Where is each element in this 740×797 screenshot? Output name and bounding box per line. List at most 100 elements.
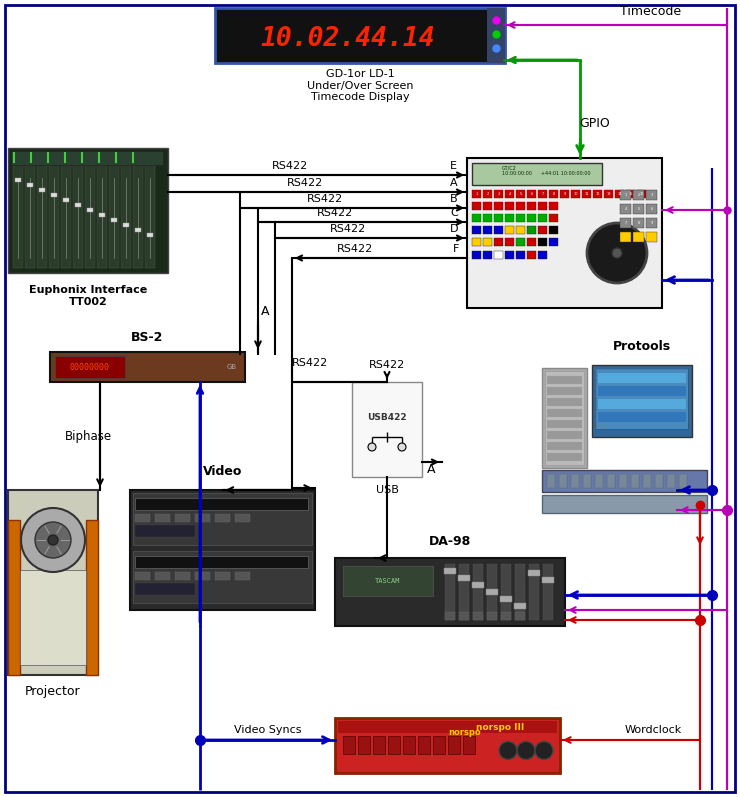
Bar [13, 153, 23, 268]
Bar [472, 163, 602, 185]
Bar [459, 564, 469, 620]
Bar [472, 214, 481, 222]
Text: 2: 2 [486, 192, 488, 196]
Circle shape [587, 223, 647, 283]
Text: 6: 6 [650, 207, 653, 211]
Bar [494, 226, 503, 234]
Bar [516, 202, 525, 210]
Text: 9: 9 [650, 221, 653, 225]
Bar [620, 232, 631, 242]
Text: BS-2: BS-2 [131, 331, 164, 344]
Text: 2: 2 [637, 193, 639, 197]
Bar [571, 190, 580, 198]
Bar [235, 514, 250, 522]
Bar [215, 514, 230, 522]
Bar [133, 551, 312, 603]
Bar [592, 365, 692, 437]
Bar [25, 153, 35, 268]
Bar [549, 202, 558, 210]
Text: 7: 7 [542, 192, 544, 196]
Bar [529, 564, 539, 620]
Bar [215, 572, 230, 580]
Text: 7: 7 [625, 221, 627, 225]
Text: 14: 14 [617, 192, 622, 196]
Bar [542, 495, 707, 513]
Bar [8, 148, 168, 273]
Circle shape [35, 522, 71, 558]
Bar [483, 226, 492, 234]
Text: 6: 6 [531, 192, 533, 196]
Bar [51, 193, 57, 197]
Text: Biphase: Biphase [65, 430, 112, 442]
Bar [8, 490, 98, 675]
Bar [667, 474, 675, 488]
Text: Wordclock: Wordclock [625, 725, 682, 735]
Bar [472, 190, 481, 198]
Text: TASCAM: TASCAM [375, 578, 401, 584]
Bar [505, 190, 514, 198]
Bar [111, 218, 117, 222]
Text: RS422: RS422 [287, 178, 323, 188]
Text: A: A [260, 305, 269, 318]
Bar [175, 514, 190, 522]
Bar [527, 214, 536, 222]
Bar [155, 572, 170, 580]
Bar [547, 376, 582, 384]
Bar [483, 214, 492, 222]
Bar [135, 525, 195, 537]
Text: 12: 12 [595, 192, 599, 196]
Bar [37, 153, 47, 268]
Text: Projector: Projector [25, 685, 81, 698]
Bar [514, 603, 526, 609]
Bar [8, 520, 20, 675]
Bar [547, 398, 582, 406]
Bar [50, 352, 245, 382]
Bar [646, 232, 657, 242]
Text: RS422: RS422 [337, 244, 373, 254]
Bar [472, 238, 481, 246]
Bar [505, 251, 514, 259]
Bar [388, 736, 400, 754]
Bar [463, 736, 475, 754]
Bar [620, 190, 631, 200]
Text: 3: 3 [497, 192, 500, 196]
Text: 00000000: 00000000 [70, 363, 110, 371]
Circle shape [48, 535, 58, 545]
Bar [596, 369, 688, 429]
Bar [472, 202, 481, 210]
Bar [598, 373, 686, 383]
Bar [63, 198, 69, 202]
Bar [487, 564, 497, 620]
Bar [516, 190, 525, 198]
Bar [549, 190, 558, 198]
Text: 8: 8 [552, 192, 554, 196]
Bar [655, 474, 663, 488]
Bar [61, 153, 71, 268]
Text: C: C [450, 208, 458, 218]
Bar [527, 190, 536, 198]
Bar [486, 589, 498, 595]
Text: 1: 1 [475, 192, 477, 196]
Bar [135, 514, 150, 522]
Bar [542, 368, 587, 468]
Bar [135, 556, 308, 568]
Text: Euphonix Interface
TT002: Euphonix Interface TT002 [29, 285, 147, 307]
Bar [598, 386, 686, 396]
Bar [595, 474, 603, 488]
Bar [543, 564, 553, 620]
Text: GT/C2
10:00:00:00      +44:01 10:00:00:00: GT/C2 10:00:00:00 +44:01 10:00:00:00 [502, 166, 591, 176]
Bar [516, 251, 525, 259]
Bar [87, 208, 93, 212]
Bar [516, 238, 525, 246]
Text: 3: 3 [650, 193, 653, 197]
Text: RS422: RS422 [292, 358, 329, 368]
Text: E: E [450, 161, 457, 171]
Text: Video: Video [203, 465, 242, 478]
Bar [596, 369, 688, 429]
Bar [445, 612, 455, 620]
Bar [483, 190, 492, 198]
Bar [39, 188, 45, 192]
Bar [547, 453, 582, 461]
Bar [472, 251, 481, 259]
Bar [133, 493, 312, 545]
